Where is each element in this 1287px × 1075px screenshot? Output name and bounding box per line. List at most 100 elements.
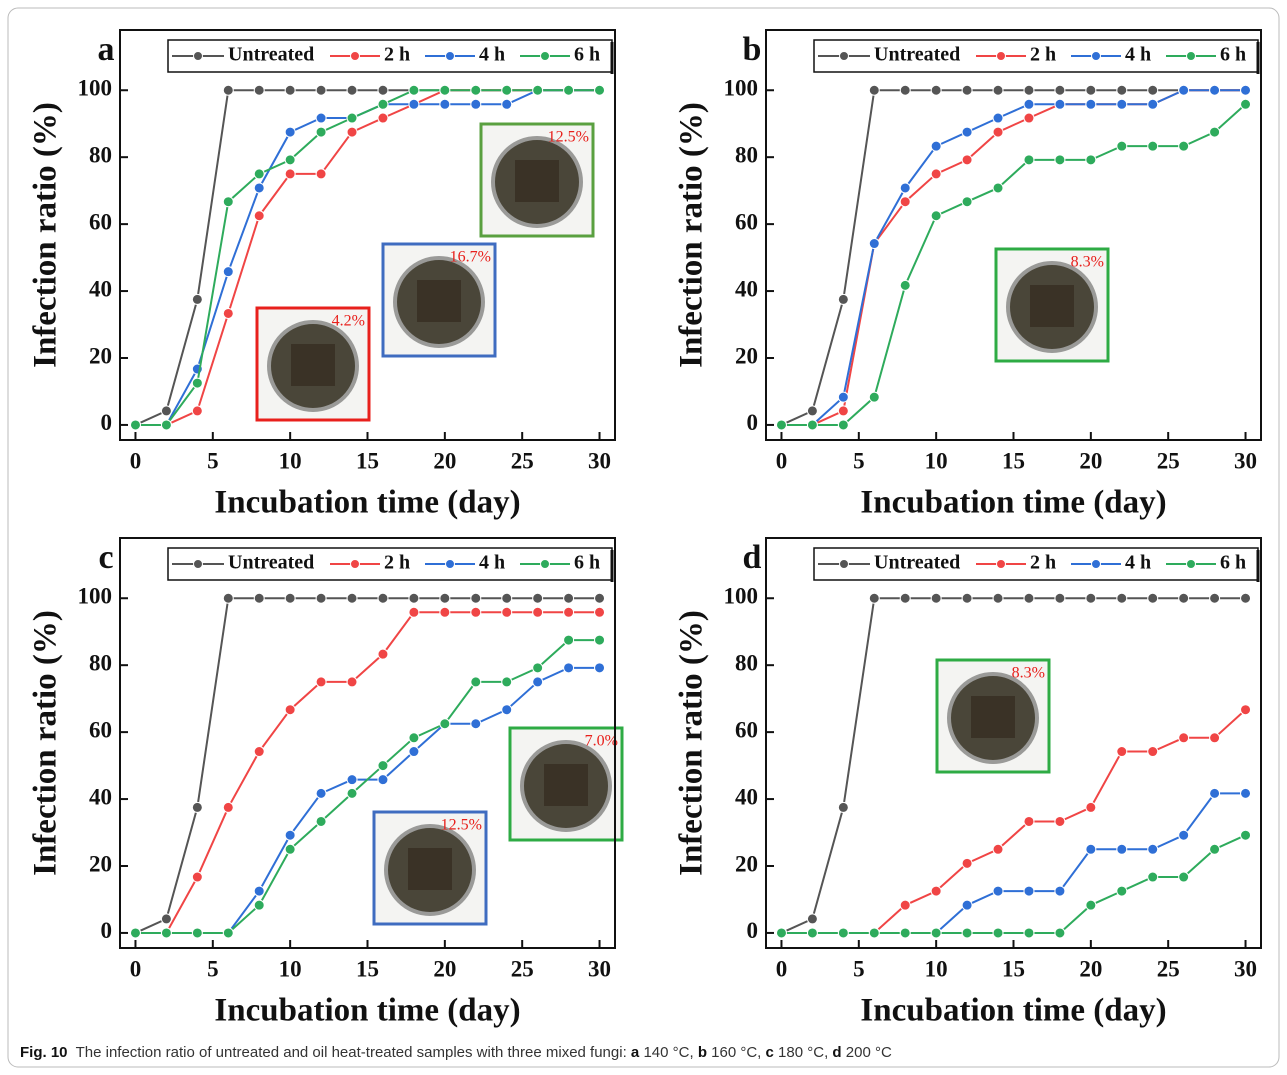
legend-marker xyxy=(445,559,455,569)
data-point xyxy=(594,592,606,604)
x-tick-label: 10 xyxy=(925,956,948,981)
data-point xyxy=(315,168,327,180)
legend-marker xyxy=(445,51,455,61)
x-tick-label: 20 xyxy=(1079,956,1102,981)
data-point xyxy=(1147,84,1159,96)
data-point xyxy=(868,391,880,403)
legend-marker xyxy=(1186,51,1196,61)
data-point xyxy=(532,662,544,674)
data-point xyxy=(1178,84,1190,96)
data-point xyxy=(222,307,234,319)
data-point xyxy=(1147,843,1159,855)
y-tick-label: 60 xyxy=(89,717,112,742)
data-point xyxy=(1023,885,1035,897)
y-tick-label: 0 xyxy=(747,410,759,435)
data-point xyxy=(992,885,1004,897)
x-axis-label: Incubation time (day) xyxy=(214,993,520,1029)
legend-marker xyxy=(350,559,360,569)
x-tick-label: 25 xyxy=(511,956,534,981)
x-tick-label: 15 xyxy=(356,448,379,473)
legend-marker xyxy=(839,559,849,569)
data-point xyxy=(961,899,973,911)
data-point xyxy=(532,606,544,618)
data-point xyxy=(806,927,818,939)
legend-marker xyxy=(540,559,550,569)
data-point xyxy=(563,634,575,646)
y-tick-label: 0 xyxy=(101,918,113,943)
inset-sample xyxy=(291,344,335,386)
data-point xyxy=(1147,746,1159,758)
y-tick-label: 20 xyxy=(735,851,758,876)
data-point xyxy=(1116,746,1128,758)
x-tick-label: 30 xyxy=(1234,448,1257,473)
data-point xyxy=(1085,84,1097,96)
data-point xyxy=(253,746,265,758)
y-axis-label: Infection ratio (%) xyxy=(674,102,710,368)
data-point xyxy=(1054,98,1066,110)
inset-label: 8.3% xyxy=(1012,665,1045,682)
caption-text: The infection ratio of untreated and oil… xyxy=(75,1044,631,1061)
data-point xyxy=(961,84,973,96)
data-point xyxy=(439,84,451,96)
data-point xyxy=(191,927,203,939)
data-point xyxy=(1240,704,1252,716)
data-point xyxy=(868,238,880,250)
y-tick-label: 80 xyxy=(735,142,758,167)
data-point xyxy=(1085,801,1097,813)
series-line xyxy=(781,834,1246,934)
x-tick-label: 5 xyxy=(207,448,219,473)
data-point xyxy=(899,927,911,939)
data-point xyxy=(470,718,482,730)
legend-marker xyxy=(996,559,1006,569)
inset-label: 12.5% xyxy=(548,129,589,146)
data-point xyxy=(191,871,203,883)
data-point xyxy=(1023,815,1035,827)
data-point xyxy=(992,126,1004,138)
series-line xyxy=(781,792,1246,934)
panel: 8.3% 0 20 40 60 80 100 0 5 10 15 20 25 30 Incubation t… xyxy=(674,537,1262,1029)
panel: 8.3% 0 20 40 60 80 100 0 5 10 15 20 25 30 Incubation t… xyxy=(674,29,1262,521)
x-tick-label: 25 xyxy=(1157,956,1180,981)
data-point xyxy=(899,279,911,291)
caption-panel: d xyxy=(832,1044,842,1061)
data-point xyxy=(346,774,358,786)
y-tick-label: 20 xyxy=(89,343,112,368)
data-point xyxy=(868,84,880,96)
data-point xyxy=(315,815,327,827)
data-point xyxy=(315,84,327,96)
y-tick-label: 60 xyxy=(89,209,112,234)
data-point xyxy=(1147,871,1159,883)
data-point xyxy=(501,84,513,96)
data-point xyxy=(315,126,327,138)
y-tick-label: 80 xyxy=(89,142,112,167)
y-axis-label: Infection ratio (%) xyxy=(674,610,710,876)
data-point xyxy=(1023,84,1035,96)
data-point xyxy=(899,592,911,604)
data-point xyxy=(837,801,849,813)
legend-label: 6 h xyxy=(574,44,600,66)
data-point xyxy=(346,592,358,604)
data-point xyxy=(899,899,911,911)
data-point xyxy=(377,648,389,660)
legend-marker xyxy=(540,51,550,61)
data-point xyxy=(377,84,389,96)
y-tick-label: 80 xyxy=(735,650,758,675)
data-point xyxy=(837,927,849,939)
legend-marker xyxy=(193,559,203,569)
data-point xyxy=(1023,927,1035,939)
y-tick-label: 40 xyxy=(89,784,112,809)
legend-label: 6 h xyxy=(1220,44,1246,66)
x-tick-label: 5 xyxy=(853,956,865,981)
legend-label: 2 h xyxy=(384,552,410,574)
y-tick-label: 40 xyxy=(735,784,758,809)
data-point xyxy=(501,98,513,110)
data-point xyxy=(930,592,942,604)
data-point xyxy=(1240,592,1252,604)
data-point xyxy=(899,196,911,208)
x-axis-label: Incubation time (day) xyxy=(214,485,520,521)
x-tick-label: 10 xyxy=(279,448,302,473)
legend-label: 4 h xyxy=(479,552,505,574)
y-axis-label: Infection ratio (%) xyxy=(28,102,64,368)
series-line xyxy=(135,597,600,934)
